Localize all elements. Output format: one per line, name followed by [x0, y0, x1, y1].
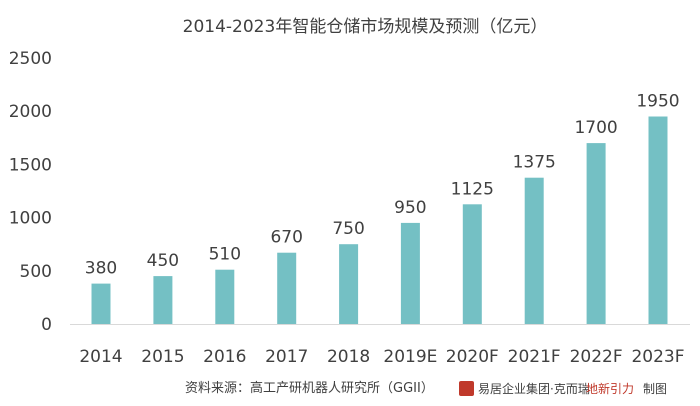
data-label: 1950 — [636, 92, 679, 112]
data-label: 750 — [332, 219, 364, 239]
x-tick-label: 2023F — [631, 347, 684, 367]
bar-2021F — [524, 177, 544, 324]
y-tick-label: 1000 — [9, 209, 52, 229]
bar-2015 — [153, 276, 173, 324]
bar-2023F — [648, 116, 668, 324]
y-tick-label: 2500 — [9, 49, 52, 69]
bar-2017 — [277, 252, 297, 324]
bar-series — [91, 116, 668, 324]
source-footer: 资料来源：高工产研机器人研究所（GGII） 易居企业集团·克而瑞 地新引力 制图 — [185, 380, 667, 396]
data-label: 1700 — [574, 118, 617, 138]
credit-logo: 易居企业集团·克而瑞 地新引力 制图 — [459, 381, 667, 396]
credit-suffix: 地新引力 — [586, 381, 634, 396]
bar-2016 — [215, 269, 235, 324]
x-tick-label: 2014 — [79, 347, 122, 367]
data-label: 950 — [394, 198, 426, 218]
x-tick-label: 2022F — [570, 347, 623, 367]
data-label: 510 — [209, 245, 241, 265]
credit-tail: 制图 — [643, 382, 667, 396]
data-label: 450 — [147, 251, 179, 271]
y-tick-label: 500 — [20, 262, 52, 282]
x-axis-ticks: 2014 2015 2016 2017 2018 2019E 2020F 2021F 2022F… — [79, 347, 684, 367]
credit-brand: 易居企业集团·克而瑞 — [478, 381, 590, 396]
x-tick-label: 2020F — [446, 347, 499, 367]
source-note: 资料来源：高工产研机器人研究所（GGII） — [185, 380, 434, 396]
bar-2018 — [339, 244, 359, 324]
chart-title: 2014-2023年智能仓储市场规模及预测（亿元） — [183, 17, 548, 37]
data-label: 670 — [270, 228, 302, 248]
y-tick-label: 1500 — [9, 155, 52, 175]
y-axis-ticks: 0 500 1000 1500 2000 2500 — [9, 49, 52, 335]
x-tick-label: 2018 — [327, 347, 370, 367]
x-tick-label: 2021F — [508, 347, 561, 367]
bar-2014 — [91, 283, 111, 324]
data-label: 1125 — [451, 179, 494, 199]
bar-2019E — [400, 222, 420, 324]
x-tick-label: 2016 — [203, 347, 246, 367]
y-tick-label: 0 — [41, 315, 52, 335]
bar-2020F — [462, 204, 482, 324]
y-tick-label: 2000 — [9, 102, 52, 122]
bar-2022F — [586, 143, 606, 324]
data-label: 1375 — [513, 153, 556, 173]
data-labels: 380 450 510 670 750 950 1125 1375 1700 1950 — [85, 92, 680, 279]
x-tick-label: 2019E — [383, 347, 437, 367]
x-tick-label: 2017 — [265, 347, 308, 367]
brand-seal-icon — [459, 381, 474, 396]
data-label: 380 — [85, 259, 117, 279]
x-tick-label: 2015 — [141, 347, 184, 367]
